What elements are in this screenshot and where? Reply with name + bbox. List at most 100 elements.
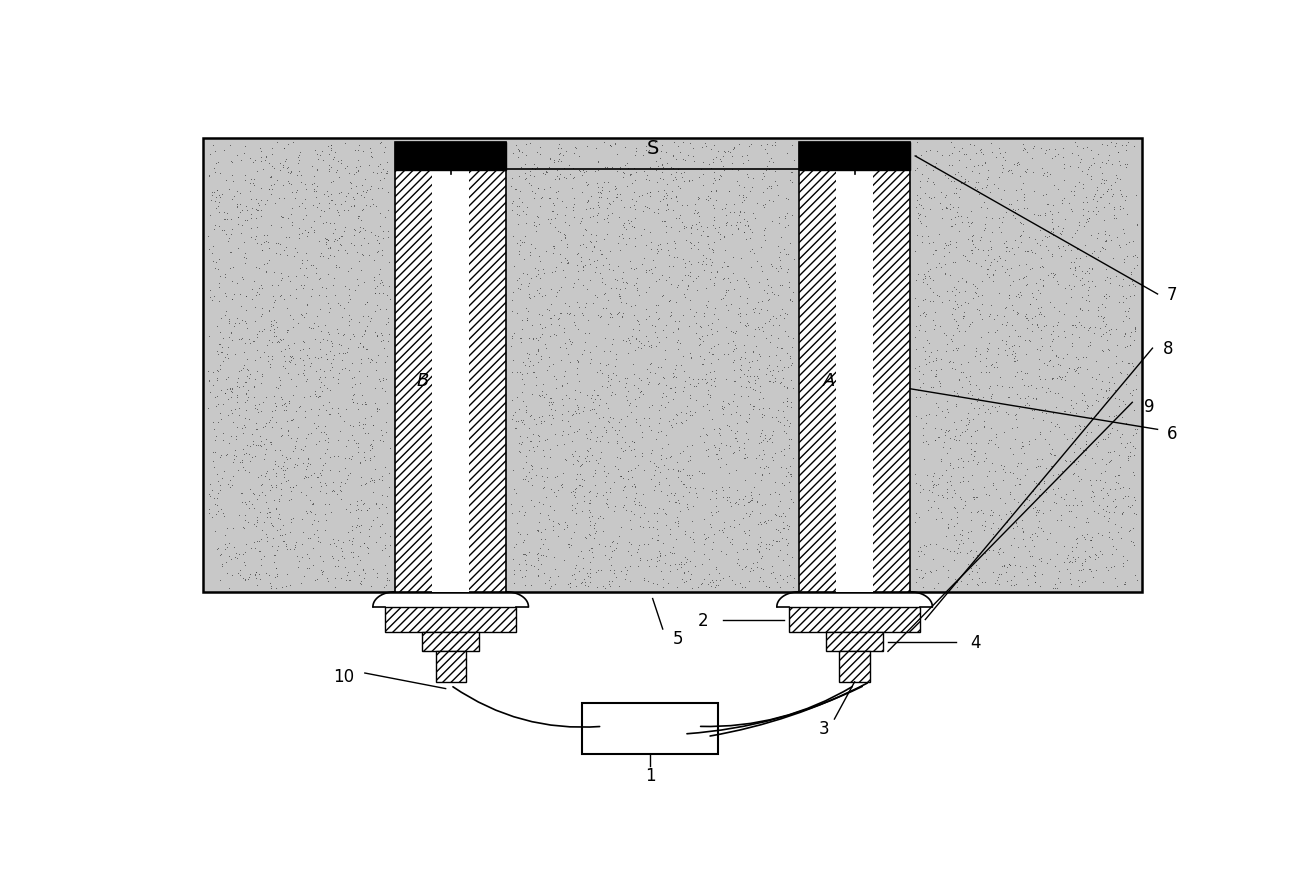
Point	[352, 329, 373, 343]
Point	[278, 425, 298, 439]
Point	[696, 428, 717, 443]
Point	[754, 498, 775, 512]
Point	[609, 529, 629, 543]
Point	[618, 331, 638, 345]
Point	[722, 394, 743, 408]
Point	[271, 422, 292, 436]
Point	[511, 162, 532, 176]
Point	[652, 215, 672, 229]
Point	[1070, 422, 1091, 436]
Point	[625, 166, 646, 180]
Point	[727, 223, 748, 237]
Point	[571, 479, 592, 493]
Point	[292, 282, 313, 296]
Point	[345, 224, 366, 238]
Point	[1011, 522, 1032, 536]
Point	[943, 175, 964, 189]
Point	[520, 435, 541, 449]
Point	[293, 278, 314, 292]
Point	[655, 378, 676, 392]
Point	[351, 189, 371, 203]
Point	[331, 185, 352, 199]
Point	[913, 306, 934, 320]
Point	[929, 227, 950, 241]
Point	[538, 409, 559, 423]
Point	[1045, 487, 1066, 501]
Point	[998, 163, 1019, 177]
Point	[779, 293, 800, 307]
Point	[219, 550, 240, 564]
Point	[255, 265, 276, 279]
Point	[698, 403, 719, 417]
Point	[1126, 423, 1147, 437]
Point	[517, 305, 538, 319]
Point	[946, 533, 967, 547]
Point	[943, 500, 964, 515]
Point	[261, 171, 281, 185]
Point	[1005, 324, 1025, 338]
Point	[1078, 304, 1098, 318]
Point	[304, 215, 324, 229]
Point	[624, 450, 645, 464]
Point	[231, 154, 251, 168]
Point	[224, 443, 245, 457]
Point	[270, 529, 291, 543]
Point	[250, 552, 271, 566]
Point	[559, 577, 580, 591]
Point	[539, 329, 560, 343]
Point	[547, 208, 568, 222]
Point	[993, 425, 1014, 439]
Point	[934, 435, 955, 450]
Point	[378, 204, 399, 218]
Point	[615, 380, 636, 394]
Point	[969, 348, 990, 362]
Point	[335, 461, 356, 475]
Point	[700, 388, 721, 402]
Point	[653, 580, 674, 594]
Point	[628, 340, 649, 354]
Point	[1029, 483, 1050, 497]
Point	[963, 229, 984, 243]
Point	[679, 469, 700, 483]
Point	[216, 566, 237, 580]
Point	[691, 349, 711, 363]
Point	[315, 428, 336, 442]
Point	[915, 344, 936, 358]
Point	[1067, 242, 1088, 256]
Point	[507, 516, 528, 530]
Point	[1012, 143, 1033, 157]
Point	[1072, 196, 1093, 210]
Point	[674, 166, 694, 180]
Point	[203, 378, 224, 392]
Point	[749, 507, 770, 521]
Point	[610, 162, 631, 176]
Point	[700, 185, 721, 199]
Point	[528, 307, 549, 321]
Point	[581, 244, 602, 258]
Point	[1024, 540, 1045, 554]
Point	[777, 307, 797, 321]
Point	[1059, 554, 1080, 568]
Point	[916, 334, 937, 348]
Point	[727, 484, 748, 498]
Point	[509, 185, 530, 199]
Point	[758, 514, 779, 528]
Point	[780, 467, 801, 481]
Point	[304, 183, 324, 197]
Point	[679, 378, 700, 392]
Point	[1119, 445, 1140, 459]
Point	[364, 474, 384, 488]
Point	[210, 548, 231, 562]
Point	[296, 229, 317, 243]
Point	[347, 272, 367, 286]
Point	[934, 428, 955, 443]
Point	[689, 332, 710, 346]
Point	[908, 206, 929, 220]
Point	[373, 278, 394, 292]
Point	[598, 293, 619, 307]
Point	[1059, 505, 1080, 519]
Point	[253, 163, 274, 177]
Point	[348, 403, 369, 417]
Point	[1018, 367, 1038, 381]
Point	[951, 169, 972, 184]
